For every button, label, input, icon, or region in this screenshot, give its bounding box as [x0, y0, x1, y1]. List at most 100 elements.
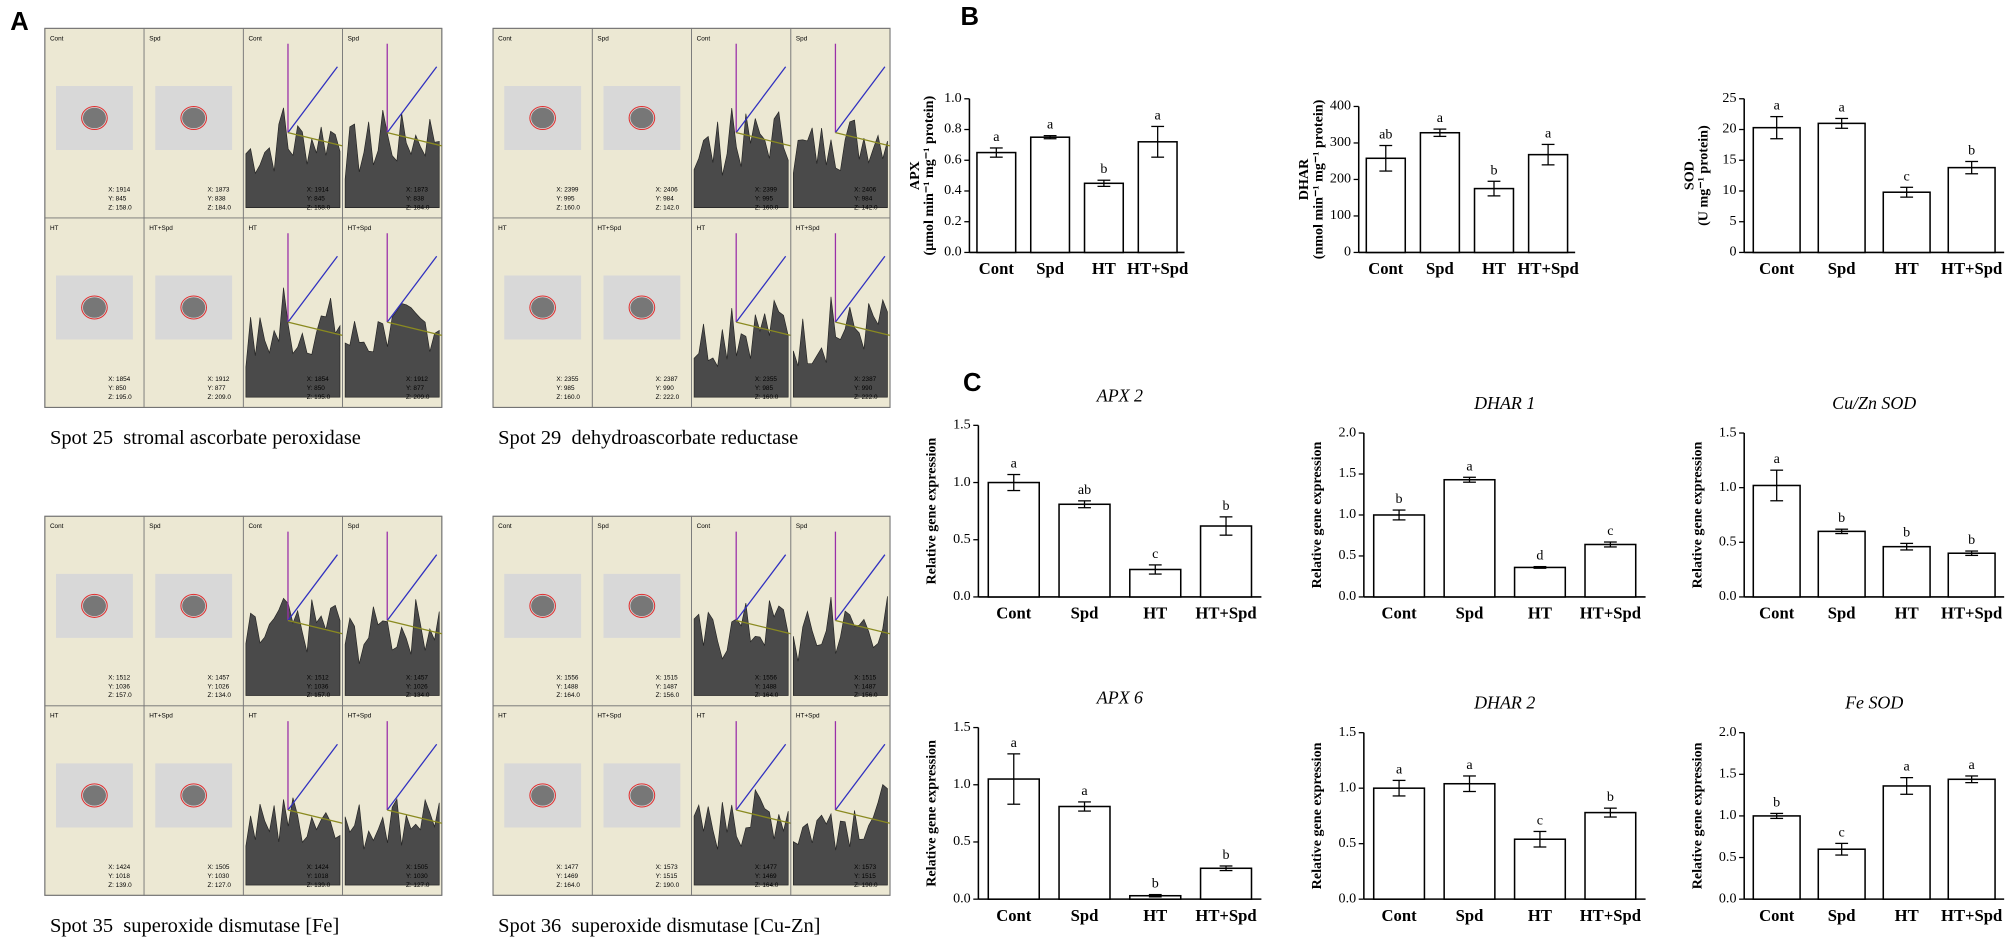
y-axis-label: Relative gene expression	[1689, 742, 1705, 889]
significance-letter: c	[1607, 523, 1613, 539]
spot-coord: Y: 1487	[854, 683, 876, 690]
cell-label: HT	[248, 225, 257, 232]
gel-spot	[531, 785, 555, 806]
spot-outline	[628, 295, 656, 320]
spot-coord: Z: 164.0	[755, 692, 779, 699]
y-tick-label: 0.0	[1339, 588, 1357, 604]
chart-title: Fe SOD	[1844, 693, 1903, 713]
x-tick-label: HT+Spd	[1941, 259, 2003, 278]
spot-outline	[628, 593, 656, 618]
spot-coord: Y: 1036	[307, 683, 329, 690]
y-tick-label: 100	[1330, 207, 1351, 223]
x-tick-label: HT+Spd	[1941, 604, 2003, 623]
axis-diagonal	[287, 255, 338, 323]
axis-diagonal	[735, 66, 787, 133]
y-tick-label: 5	[1729, 213, 1736, 229]
spot-coord: X: 1515	[656, 674, 678, 681]
significance-letter: b	[1223, 847, 1230, 863]
spot-coord: Y: 838	[207, 195, 226, 202]
spot-caption: Spot 36 superoxide dismutase [Cu-Zn]	[498, 915, 820, 937]
spot-coord: Y: 990	[656, 385, 675, 392]
spot-coord: Y: 1026	[406, 683, 428, 690]
spot-coord: Z: 209.0	[207, 394, 231, 401]
significance-letter: a	[1466, 757, 1473, 773]
y-tick-label: 0.2	[944, 213, 962, 229]
spot-outline	[180, 105, 208, 131]
bar	[1365, 157, 1407, 254]
x-tick-label: Spd	[1071, 604, 1099, 623]
spot-outline	[529, 295, 556, 320]
y-axis-label: DHAR	[1296, 158, 1312, 200]
spot-coord: X: 1573	[854, 864, 876, 871]
y-axis-unit: (U mg⁻¹ protein)	[1696, 125, 1712, 226]
spot-coord: X: 1512	[108, 674, 130, 681]
cell-label: Spd	[796, 523, 808, 530]
bar	[1947, 552, 1996, 598]
axis-horizontal	[736, 321, 791, 337]
axis-horizontal	[387, 809, 442, 824]
cell-label: HT+Spd	[597, 713, 621, 720]
y-tick-label: 25	[1722, 90, 1736, 106]
spot-coord: X: 2406	[656, 186, 678, 193]
spot-coord: Y: 1515	[656, 873, 678, 880]
bar	[1527, 153, 1569, 254]
spot-coord: X: 1477	[755, 864, 777, 871]
gel-spot	[182, 785, 206, 806]
y-tick-label: 2.0	[1719, 724, 1737, 740]
y-axis-unit: (nmol min⁻¹ mg⁻¹ protein)	[1310, 99, 1326, 259]
spot-coord: X: 1854	[307, 376, 329, 383]
spot-coord: Z: 209.0	[406, 394, 430, 401]
x-tick-label: Spd	[1456, 604, 1484, 623]
spot-block: Cont X: 1556 Y: 1488 Z: 164.0 Cont X: 1556 Y: …	[492, 515, 891, 937]
y-tick-label: 0.8	[944, 121, 962, 137]
spot-coord: Z: 139.0	[108, 882, 132, 889]
x-tick-label: HT	[1895, 604, 1919, 623]
gel-spot	[82, 297, 106, 318]
y-axis-label: Relative gene expression	[1309, 742, 1325, 889]
cell-label: HT+Spd	[348, 713, 372, 720]
spot-coord: X: 2355	[755, 376, 777, 383]
significance-letter: c	[1537, 812, 1543, 828]
spot-coord: X: 1457	[207, 674, 229, 681]
x-tick-label: HT+Spd	[1195, 604, 1257, 623]
significance-letter: a	[1904, 759, 1911, 775]
surface-plot	[245, 107, 341, 208]
spot-coord: Y: 1018	[307, 873, 329, 880]
cell-label: HT+Spd	[149, 225, 173, 232]
cell-border	[591, 217, 692, 408]
significance-letter: b	[1223, 498, 1230, 514]
spot-coord: Y: 1026	[207, 683, 229, 690]
bar	[1137, 141, 1178, 254]
spot-coord: Z: 134.0	[406, 692, 430, 699]
y-tick-label: 0	[1344, 244, 1351, 260]
spot-coord: Z: 134.0	[207, 692, 231, 699]
spot-coord: X: 2399	[556, 186, 578, 193]
x-tick-label: Spd	[1828, 906, 1856, 925]
bar	[1443, 478, 1496, 598]
gel-spot	[630, 107, 654, 129]
significance-letter: b	[1968, 532, 1975, 548]
significance-letter: a	[1047, 117, 1054, 133]
chart-title: APX 6	[1096, 687, 1143, 707]
axis-diagonal	[386, 743, 438, 811]
cell-label: HT+Spd	[597, 225, 621, 232]
spot-coord: Z: 157.0	[307, 692, 331, 699]
bar	[987, 481, 1041, 598]
x-tick-label: HT+Spd	[1580, 906, 1642, 925]
cell-label: Cont	[498, 523, 512, 530]
gel-spot	[630, 785, 654, 806]
spot-coord: Z: 190.0	[854, 882, 878, 889]
axis-diagonal	[735, 743, 787, 811]
spot-caption: Spot 29 dehydroascorbate reductase	[498, 427, 798, 449]
surface-plot	[693, 108, 789, 208]
spot-coord: Z: 195.0	[307, 394, 331, 401]
y-axis-label: SOD	[1682, 161, 1698, 190]
spot-coord: Z: 222.0	[854, 394, 878, 401]
y-tick-label: 0.5	[953, 531, 971, 547]
significance-letter: b	[1968, 142, 1975, 158]
axis-diagonal	[834, 743, 886, 811]
spot-coord: Y: 845	[307, 195, 326, 202]
cell-label: HT+Spd	[796, 225, 820, 232]
spot-coord: Y: 985	[556, 385, 575, 392]
